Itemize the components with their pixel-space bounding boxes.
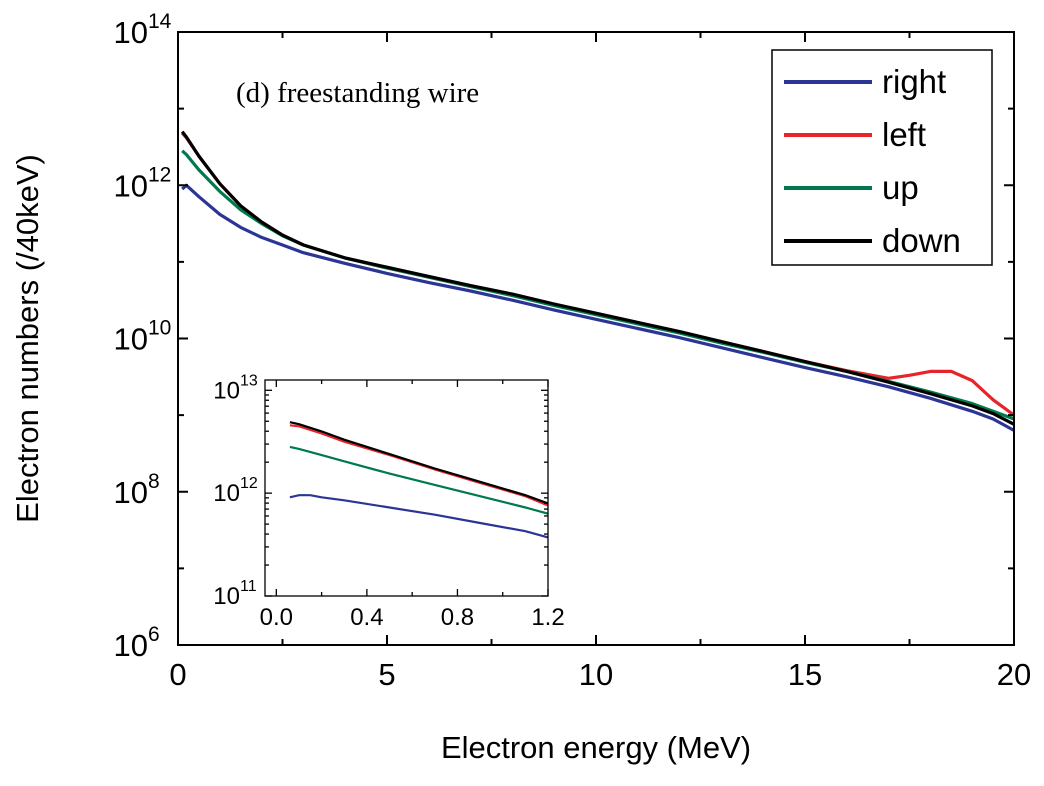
legend-box — [771, 49, 993, 266]
y-tick-label-exponent: 10 — [148, 317, 171, 340]
inset-x-tick-label: 0.4 — [350, 604, 383, 631]
inset-background — [265, 380, 548, 596]
legend-label-left: left — [882, 116, 926, 153]
inset-y-tick-label: 10 — [213, 583, 240, 610]
legend-label-up: up — [882, 169, 919, 206]
y-tick-label-exponent: 6 — [148, 623, 160, 646]
x-axis-title: Electron energy (MeV) — [441, 730, 751, 765]
x-tick-label: 20 — [997, 657, 1031, 692]
y-tick-label: 10 — [114, 628, 148, 663]
legend: right left up down — [771, 49, 993, 266]
inset-frame — [264, 379, 549, 597]
inset-y-tick-label: 10 — [213, 377, 240, 404]
inset-series-line-down — [289, 421, 548, 505]
inset-y-tick-label: 10 — [213, 480, 240, 507]
main-plot-series — [180, 130, 1014, 432]
y-tick-label: 10 — [114, 322, 148, 357]
inset-y-tick-label-exponent: 11 — [240, 578, 257, 595]
y-axis-title: Electron numbers (/40keV) — [10, 154, 45, 523]
x-tick-label: 5 — [378, 657, 395, 692]
x-tick-label: 10 — [579, 657, 613, 692]
inset-series — [289, 421, 548, 539]
inset-x-tick-label: 0.0 — [260, 604, 293, 631]
y-tick-label-exponent: 12 — [148, 163, 171, 186]
y-tick-label: 10 — [114, 168, 148, 203]
main-axis-ticks — [177, 31, 1015, 646]
y-tick-label-exponent: 8 — [148, 470, 160, 493]
inset-series-line-up — [289, 445, 548, 515]
chart-annotation: (d) freestanding wire — [236, 77, 479, 109]
y-tick-label: 10 — [114, 15, 148, 50]
series-line-down — [180, 130, 1014, 426]
legend-label-down: down — [882, 222, 961, 259]
inset-y-tick-label-exponent: 12 — [240, 475, 258, 492]
inset-series-line-right — [289, 494, 548, 539]
y-tick-label-exponent: 14 — [148, 10, 172, 33]
inset-y-tick-label-exponent: 13 — [240, 372, 258, 389]
x-tick-label: 0 — [169, 657, 186, 692]
y-tick-label: 10 — [114, 475, 148, 510]
series-line-right — [181, 183, 1014, 432]
x-tick-label: 15 — [788, 657, 822, 692]
inset-x-tick-label: 0.8 — [441, 604, 474, 631]
legend-label-right: right — [882, 63, 946, 100]
inset-x-tick-label: 1.2 — [531, 604, 564, 631]
